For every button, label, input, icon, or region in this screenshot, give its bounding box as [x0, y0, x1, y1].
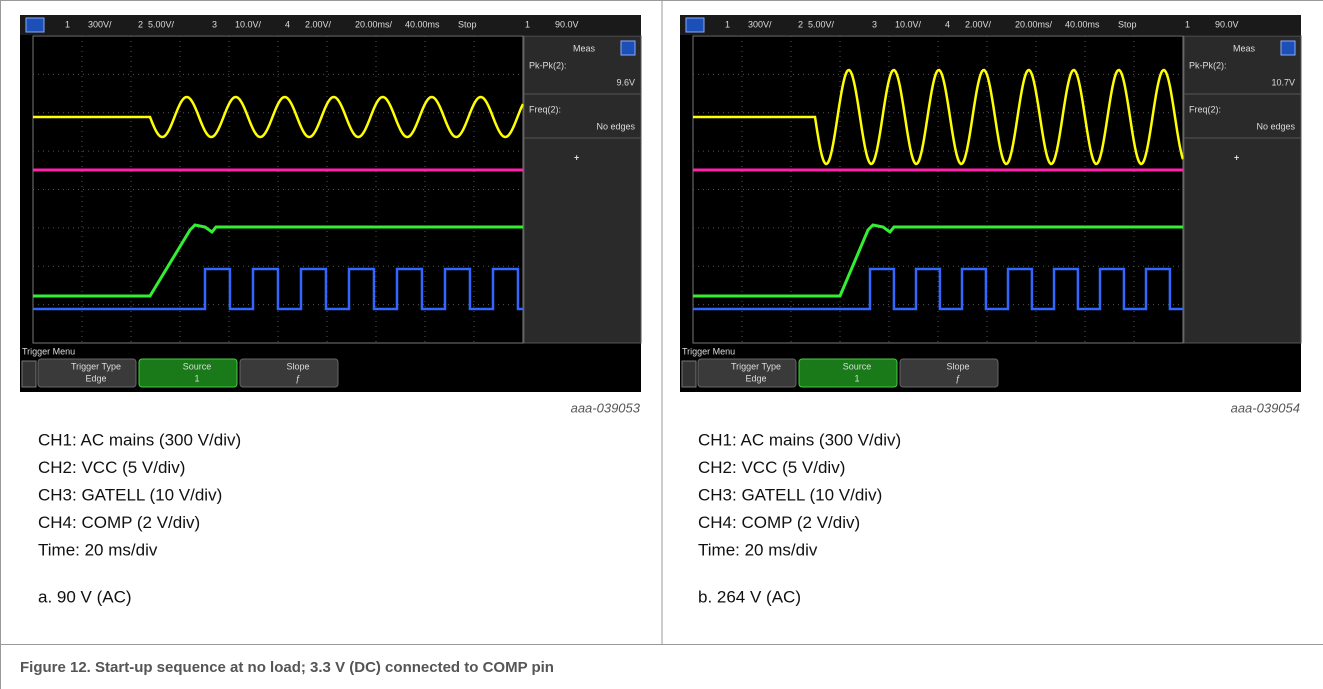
image-id: aaa-039053 [571, 400, 641, 415]
meas-panel [523, 35, 642, 344]
status-item: 4 [945, 19, 950, 29]
meas-icon [620, 40, 636, 56]
ch1-trace [693, 68, 1185, 166]
softkey-label: Source [183, 361, 212, 371]
status-bar [680, 15, 1301, 35]
scope-screen: 1 300V/2 5.00V/3 10.0V/4 2.00V/20.00ms/40.00… [20, 15, 642, 392]
note: Time: 20 ms/div [698, 540, 818, 559]
note: CH2: VCC (5 V/div) [38, 458, 185, 477]
softkey [697, 358, 797, 388]
image-id: aaa-039054 [1231, 400, 1300, 415]
status-item: 3 [872, 19, 877, 29]
meas-value: 10.7V [1271, 77, 1295, 87]
status-item: 90.0V [555, 19, 579, 29]
softkey-value: 1 [194, 373, 199, 383]
trigger-title: Trigger Menu [682, 346, 735, 356]
status-item: 2 [138, 19, 143, 29]
softkey-value: Edge [745, 373, 766, 383]
status-item: 2.00V/ [965, 19, 992, 29]
softkey [138, 358, 238, 388]
ch1-trace [33, 95, 525, 139]
meas-title: Meas [1233, 43, 1256, 53]
status-item: 1 [725, 19, 730, 29]
meas-value: No edges [596, 121, 635, 131]
ch2-trace [33, 223, 523, 298]
status-item: 4 [285, 19, 290, 29]
meas-title: Meas [573, 43, 596, 53]
softkey-label: Trigger Type [71, 361, 121, 371]
softkey-value: Edge [85, 373, 106, 383]
status-item: 300V/ [88, 19, 112, 29]
status-item: 10.0V/ [235, 19, 262, 29]
ch3-trace [33, 267, 523, 311]
note: CH1: AC mains (300 V/div) [38, 430, 241, 449]
status-item: 5.00V/ [148, 19, 175, 29]
status-bar [20, 15, 641, 35]
ch3-trace [693, 267, 1183, 311]
meas-value: 9.6V [616, 77, 635, 87]
menu-icon [25, 17, 45, 33]
meas-label: Freq(2): [1189, 104, 1221, 114]
meas-label: Pk-Pk(2): [1189, 60, 1227, 70]
status-item: 40.00ms [405, 19, 440, 29]
scope-screen: 1 300V/2 5.00V/3 10.0V/4 2.00V/20.00ms/40.00… [680, 15, 1302, 392]
meas-add: + [574, 152, 579, 162]
status-item: 1 [525, 19, 530, 29]
softkey-value: 1 [854, 373, 859, 383]
softkey-value: ƒ [955, 373, 960, 383]
meas-icon [1280, 40, 1296, 56]
figure-caption: Figure 12. Start-up sequence at no load;… [20, 659, 554, 676]
softkey-label: Trigger Type [731, 361, 781, 371]
sub-caption: a. 90 V (AC) [38, 587, 132, 606]
note: CH3: GATELL (10 V/div) [698, 485, 882, 504]
note: CH1: AC mains (300 V/div) [698, 430, 901, 449]
sub-caption: b. 264 V (AC) [698, 587, 801, 606]
softkey-label: Slope [286, 361, 309, 371]
meas-add: + [1234, 152, 1239, 162]
softkey-label: Source [843, 361, 872, 371]
status-item: 10.0V/ [895, 19, 922, 29]
trigger-title: Trigger Menu [22, 346, 75, 356]
status-item: 2 [798, 19, 803, 29]
note: CH4: COMP (2 V/div) [38, 513, 200, 532]
status-item: 5.00V/ [808, 19, 835, 29]
back-button [21, 360, 37, 388]
meas-panel [1183, 35, 1302, 344]
status-item: 20.00ms/ [1015, 19, 1053, 29]
softkey [37, 358, 137, 388]
menu-icon [685, 17, 705, 33]
note: CH2: VCC (5 V/div) [698, 458, 845, 477]
status-item: 3 [212, 19, 217, 29]
status-item: 300V/ [748, 19, 772, 29]
note: CH3: GATELL (10 V/div) [38, 485, 222, 504]
softkey [239, 358, 339, 388]
status-item: Stop [1118, 19, 1137, 29]
meas-value: No edges [1256, 121, 1295, 131]
status-item: 40.00ms [1065, 19, 1100, 29]
softkey-label: Slope [946, 361, 969, 371]
status-item: Stop [458, 19, 477, 29]
meas-label: Freq(2): [529, 104, 561, 114]
status-item: 1 [1185, 19, 1190, 29]
status-item: 90.0V [1215, 19, 1239, 29]
meas-label: Pk-Pk(2): [529, 60, 567, 70]
status-item: 2.00V/ [305, 19, 332, 29]
softkey-value: ƒ [295, 373, 300, 383]
note: Time: 20 ms/div [38, 540, 158, 559]
status-item: 20.00ms/ [355, 19, 393, 29]
ch2-trace [693, 223, 1183, 298]
status-item: 1 [65, 19, 70, 29]
softkey [798, 358, 898, 388]
softkey [899, 358, 999, 388]
note: CH4: COMP (2 V/div) [698, 513, 860, 532]
back-button [681, 360, 697, 388]
